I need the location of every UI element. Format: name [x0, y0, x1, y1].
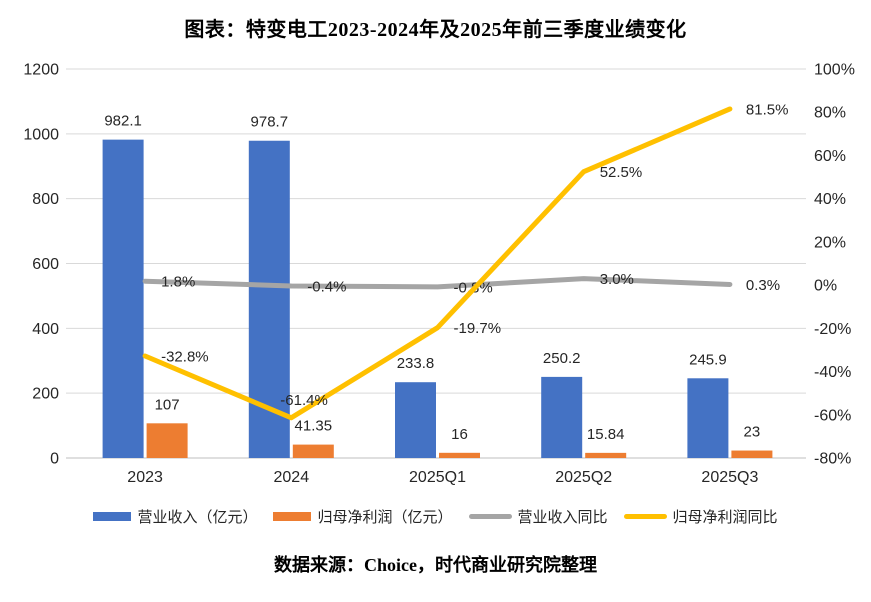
net-profit-bar-label-2023: 107: [155, 396, 180, 413]
revenue-bar-label-2024: 978.7: [251, 114, 289, 131]
legend-label-revenue-bar: 营业收入（亿元）: [137, 509, 258, 526]
left-axis-tick-800: 800: [32, 191, 59, 208]
x-axis-label-2025Q2: 2025Q2: [555, 469, 612, 486]
x-axis-label-2025Q1: 2025Q1: [409, 469, 466, 486]
left-axis-tick-0: 0: [50, 451, 59, 468]
net-profit-bar-2024: [292, 444, 334, 458]
left-axis-tick-1000: 1000: [23, 126, 59, 143]
net-profit-bar-label-2025Q1: 16: [451, 426, 468, 443]
right-axis-tick-0%: 0%: [814, 278, 837, 295]
net-profit-yoy-line-label-2025Q2: 52.5%: [600, 164, 643, 181]
revenue-bar-label-2025Q2: 250.2: [543, 350, 581, 367]
net-profit-yoy-line-label-2023: -32.8%: [161, 348, 209, 365]
net-profit-bar-2023: [146, 423, 188, 458]
revenue-yoy-line-label-2024: -0.4%: [307, 278, 346, 295]
legend-swatch-revenue-yoy-line: [468, 514, 512, 519]
legend-swatch-net-profit-yoy-line: [623, 514, 667, 519]
revenue-yoy-line-label-2023: 1.8%: [161, 274, 195, 291]
left-axis-tick-200: 200: [32, 386, 59, 403]
right-axis-tick-60%: 60%: [814, 148, 846, 165]
revenue-yoy-line-label-2025Q2: 3.0%: [600, 271, 634, 288]
net-profit-bar-2025Q1: [439, 452, 480, 458]
left-axis-tick-400: 400: [32, 321, 59, 338]
left-axis-tick-1200: 1200: [23, 62, 59, 79]
net-profit-yoy-line-label-2025Q3: 81.5%: [746, 101, 789, 118]
net-profit-bar-label-2024: 41.35: [295, 418, 333, 435]
revenue-bar-2025Q3: [687, 378, 729, 458]
right-axis-tick-100%: 100%: [814, 62, 855, 79]
net-profit-bar-label-2025Q2: 15.84: [587, 426, 625, 443]
right-axis-tick--80%: -80%: [814, 451, 851, 468]
revenue-yoy-line-label-2025Q3: 0.3%: [746, 277, 780, 294]
legend-label-revenue-yoy-line: 营业收入同比: [517, 509, 608, 526]
revenue-bar-2025Q2: [541, 376, 583, 458]
revenue-bar-label-2025Q1: 233.8: [397, 355, 435, 372]
net-profit-bar-label-2025Q3: 23: [744, 424, 761, 441]
x-axis-label-2024: 2024: [274, 469, 310, 486]
net-profit-bar-2025Q2: [585, 452, 627, 458]
x-axis-label-2023: 2023: [127, 469, 163, 486]
x-axis-label-2025Q3: 2025Q3: [701, 469, 758, 486]
revenue-bar-2025Q1: [395, 382, 436, 458]
right-axis-tick--20%: -20%: [814, 321, 851, 338]
right-axis-tick-20%: 20%: [814, 234, 846, 251]
right-axis-tick-40%: 40%: [814, 191, 846, 208]
chart-legend: 营业收入（亿元） 归母净利润（亿元） 营业收入同比 归母净利润同比: [0, 506, 871, 527]
combo-chart: 0 200 400 600 800 1000 1200 -80% -60% -40% -20% 0% 2…: [23, 62, 855, 487]
revenue-yoy-line: [142, 276, 733, 290]
chart-title: 图表：特变电工2023-2024年及2025年前三季度业绩变化: [184, 19, 687, 41]
net-profit-yoy-line: [142, 106, 733, 421]
legend-item-net-profit-bar: 归母净利润（亿元）: [273, 506, 453, 527]
revenue-bar-label-2025Q3: 245.9: [689, 351, 727, 368]
net-profit-bar-2025Q3: [731, 450, 773, 458]
legend-swatch-net-profit-bar: [273, 512, 312, 521]
net-profit-yoy-line-label-2025Q1: -19.7%: [454, 320, 502, 337]
legend-item-net-profit-yoy-line: 归母净利润同比: [623, 506, 778, 527]
right-axis-tick--40%: -40%: [814, 364, 851, 381]
legend-item-revenue-bar: 营业收入（亿元）: [93, 506, 257, 527]
left-axis-tick-600: 600: [32, 256, 59, 273]
net-profit-yoy-line-label-2024: -61.4%: [280, 392, 328, 409]
data-source-note: 数据来源：Choice，时代商业研究院整理: [274, 555, 597, 575]
legend-item-revenue-yoy-line: 营业收入同比: [468, 506, 608, 527]
right-axis-tick-80%: 80%: [814, 105, 846, 122]
legend-label-net-profit-bar: 归母净利润（亿元）: [317, 509, 453, 526]
legend-swatch-revenue-bar: [93, 512, 132, 521]
right-axis-tick--60%: -60%: [814, 407, 851, 424]
legend-label-net-profit-yoy-line: 归母净利润同比: [672, 509, 778, 526]
revenue-bar-label-2023: 982.1: [104, 113, 142, 130]
revenue-bar-2023: [102, 139, 144, 458]
